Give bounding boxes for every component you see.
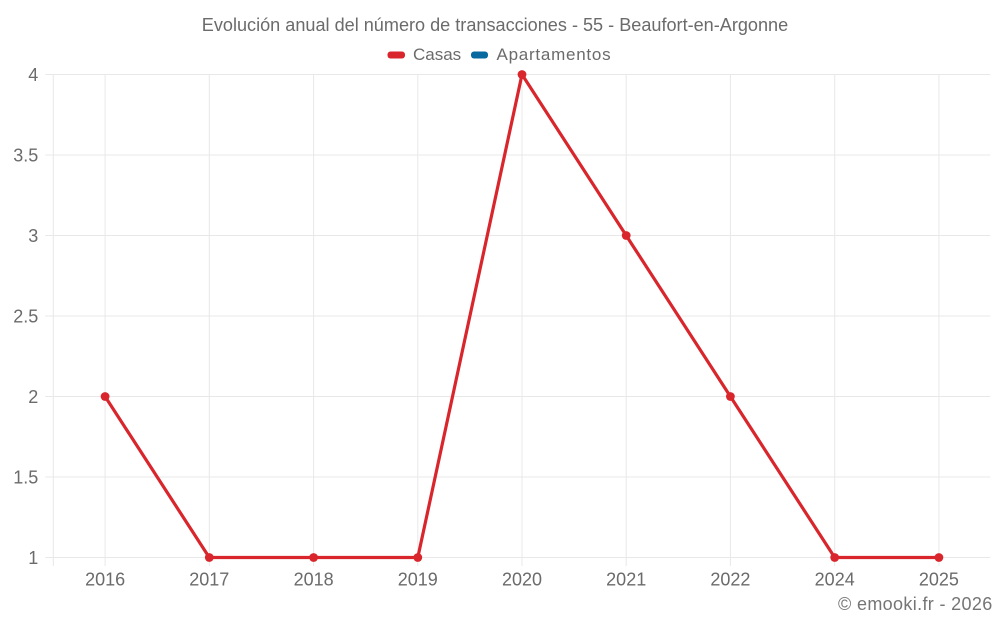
svg-text:1: 1: [28, 548, 38, 568]
svg-text:Evolución anual del número de: Evolución anual del número de transaccio…: [202, 15, 788, 35]
svg-text:© emooki.fr - 2026: © emooki.fr - 2026: [838, 594, 993, 614]
svg-text:2021: 2021: [606, 569, 646, 589]
svg-text:2020: 2020: [502, 569, 542, 589]
svg-text:2018: 2018: [294, 569, 334, 589]
svg-text:2024: 2024: [815, 569, 855, 589]
svg-text:2.5: 2.5: [13, 306, 38, 326]
svg-text:2016: 2016: [85, 569, 125, 589]
svg-text:3: 3: [28, 226, 38, 246]
svg-text:2: 2: [28, 387, 38, 407]
svg-text:Casas: Casas: [413, 45, 461, 64]
svg-text:2019: 2019: [398, 569, 438, 589]
svg-text:2017: 2017: [189, 569, 229, 589]
svg-text:1.5: 1.5: [13, 467, 38, 487]
svg-text:2022: 2022: [710, 569, 750, 589]
svg-text:2025: 2025: [919, 569, 959, 589]
svg-text:Apartamentos: Apartamentos: [497, 45, 612, 64]
svg-text:4: 4: [28, 65, 38, 85]
svg-text:3.5: 3.5: [13, 145, 38, 165]
